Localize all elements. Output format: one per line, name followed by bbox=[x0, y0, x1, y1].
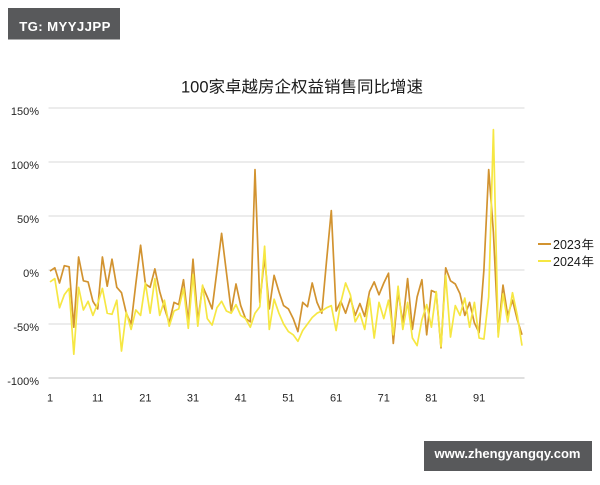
svg-text:-50%: -50% bbox=[13, 322, 39, 334]
svg-text:2024: 2024 bbox=[553, 255, 581, 269]
svg-text:91: 91 bbox=[473, 393, 485, 405]
svg-text:50%: 50% bbox=[17, 214, 39, 226]
svg-text:100%: 100% bbox=[11, 160, 39, 172]
svg-text:51: 51 bbox=[282, 393, 294, 405]
svg-text:TG: MYYJJPP: TG: MYYJJPP bbox=[19, 19, 111, 34]
svg-text:21: 21 bbox=[139, 393, 151, 405]
svg-text:31: 31 bbox=[187, 393, 199, 405]
svg-text:41: 41 bbox=[235, 393, 247, 405]
svg-text:0%: 0% bbox=[23, 268, 39, 280]
svg-text:1: 1 bbox=[47, 393, 53, 405]
svg-text:61: 61 bbox=[330, 393, 342, 405]
svg-text:11: 11 bbox=[92, 393, 103, 405]
svg-text:81: 81 bbox=[425, 393, 437, 405]
svg-text:100: 100 bbox=[181, 79, 209, 97]
svg-text:-100%: -100% bbox=[7, 376, 39, 388]
svg-text:2023: 2023 bbox=[553, 238, 581, 252]
svg-text:www.zhengyangqy.com: www.zhengyangqy.com bbox=[434, 446, 581, 461]
svg-text:71: 71 bbox=[378, 393, 390, 405]
svg-text:150%: 150% bbox=[11, 106, 39, 118]
